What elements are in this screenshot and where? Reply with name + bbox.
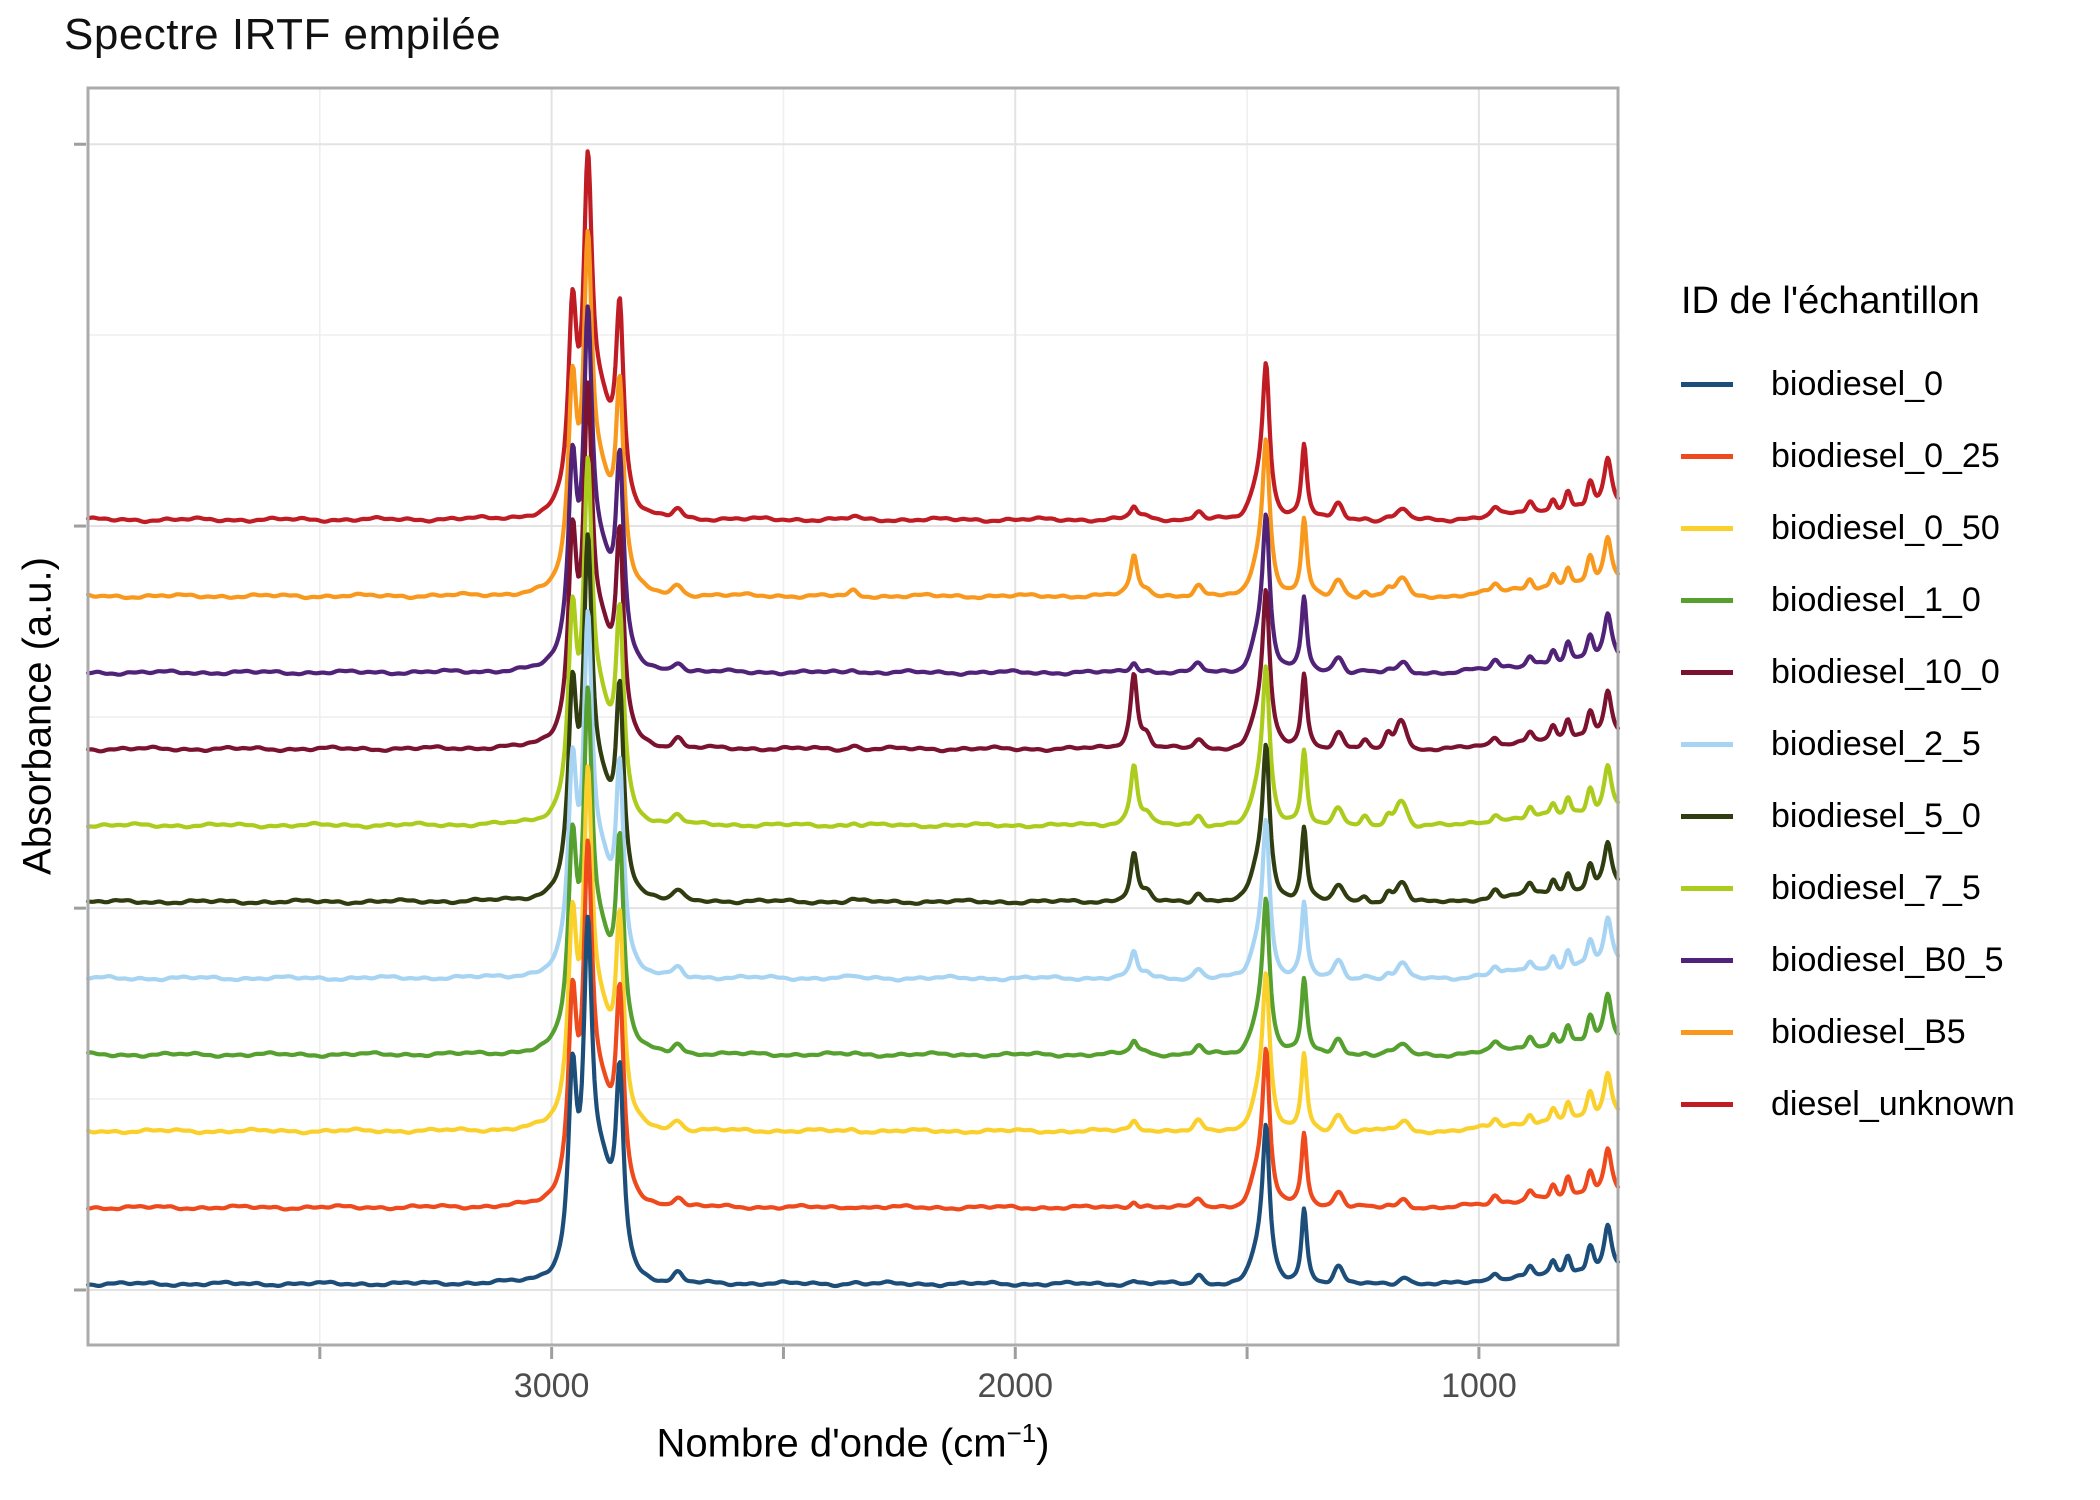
panel-border bbox=[86, 86, 1620, 1347]
legend-item-biodiesel_2_5: biodiesel_2_5 bbox=[1681, 708, 2081, 780]
spectrum-line-biodiesel_0_50 bbox=[85, 764, 1621, 1136]
legend-item-biodiesel_1_0: biodiesel_1_0 bbox=[1681, 564, 2081, 636]
legend-label: biodiesel_0_50 bbox=[1771, 508, 2000, 547]
legend-item-biodiesel_5_0: biodiesel_5_0 bbox=[1681, 780, 2081, 852]
legend-swatch-biodiesel_B5 bbox=[1681, 1029, 1733, 1035]
legend-item-diesel_unknown: diesel_unknown bbox=[1681, 1068, 2081, 1140]
spectrum-line-biodiesel_2_5 bbox=[85, 609, 1621, 983]
spectrum-line-biodiesel_7_5 bbox=[85, 455, 1621, 830]
x-tick-label-1000: 1000 bbox=[1441, 1367, 1517, 1405]
y-axis-title: Absorbance (a.u.) bbox=[15, 557, 60, 875]
legend-item-biodiesel_0_50: biodiesel_0_50 bbox=[1681, 492, 2081, 564]
x-tick-label-2000: 2000 bbox=[977, 1367, 1054, 1405]
spectrum-line-biodiesel_1_0 bbox=[85, 685, 1621, 1059]
legend-label: biodiesel_0 bbox=[1771, 364, 1944, 403]
spectrum-line-diesel_unknown bbox=[85, 149, 1621, 525]
legend-item-biodiesel_7_5: biodiesel_7_5 bbox=[1681, 852, 2081, 924]
chart-title: Spectre IRTF empilée bbox=[64, 10, 502, 59]
legend-title: ID de l'échantillon bbox=[1681, 280, 1980, 322]
x-axis-title-text: Nombre d'onde (cm bbox=[656, 1421, 1007, 1466]
legend-swatch-biodiesel_0 bbox=[1681, 381, 1733, 387]
spectrum-line-biodiesel_0 bbox=[85, 914, 1621, 1289]
legend-swatch-biodiesel_B0_5 bbox=[1681, 957, 1733, 963]
legend-swatch-biodiesel_5_0 bbox=[1681, 813, 1733, 819]
x-axis-title-superscript: −1 bbox=[1006, 1418, 1037, 1448]
legend-label: biodiesel_10_0 bbox=[1771, 652, 2000, 691]
legend-swatch-biodiesel_7_5 bbox=[1681, 885, 1733, 891]
legend: ID de l'échantillon biodiesel_0 biodiesel… bbox=[1681, 278, 2081, 1140]
x-tick-label-3000: 3000 bbox=[513, 1367, 590, 1405]
legend-swatch-biodiesel_0_25 bbox=[1681, 453, 1733, 459]
legend-swatch-diesel_unknown bbox=[1681, 1101, 1733, 1107]
legend-swatch-biodiesel_0_50 bbox=[1681, 525, 1733, 531]
spectrum-line-biodiesel_B0_5 bbox=[85, 304, 1621, 677]
legend-item-biodiesel_0: biodiesel_0 bbox=[1681, 348, 2081, 420]
legend-label: biodiesel_7_5 bbox=[1771, 868, 1981, 907]
spectrum-line-biodiesel_10_0 bbox=[85, 380, 1621, 754]
legend-label: diesel_unknown bbox=[1771, 1084, 2015, 1123]
legend-label: biodiesel_5_0 bbox=[1771, 796, 1981, 835]
legend-item-biodiesel_0_25: biodiesel_0_25 bbox=[1681, 420, 2081, 492]
legend-swatch-biodiesel_10_0 bbox=[1681, 669, 1733, 675]
x-axis-title-close: ) bbox=[1036, 1421, 1050, 1466]
legend-item-biodiesel_B0_5: biodiesel_B0_5 bbox=[1681, 924, 2081, 996]
spectrum-line-biodiesel_5_0 bbox=[85, 532, 1621, 906]
legend-swatch-biodiesel_1_0 bbox=[1681, 597, 1733, 603]
legend-label: biodiesel_2_5 bbox=[1771, 724, 1981, 763]
legend-label: biodiesel_0_25 bbox=[1771, 436, 2000, 475]
legend-item-biodiesel_10_0: biodiesel_10_0 bbox=[1681, 636, 2081, 708]
x-axis-title: Nombre d'onde (cm−1) bbox=[657, 1418, 1050, 1466]
legend-label: biodiesel_B5 bbox=[1771, 1012, 1966, 1051]
spectrum-line-biodiesel_0_25 bbox=[85, 838, 1621, 1212]
legend-item-biodiesel_B5: biodiesel_B5 bbox=[1681, 996, 2081, 1068]
legend-label: biodiesel_B0_5 bbox=[1771, 940, 2004, 979]
legend-swatch-biodiesel_2_5 bbox=[1681, 741, 1733, 747]
spectrum-line-biodiesel_B5 bbox=[85, 228, 1621, 601]
legend-label: biodiesel_1_0 bbox=[1771, 580, 1981, 619]
